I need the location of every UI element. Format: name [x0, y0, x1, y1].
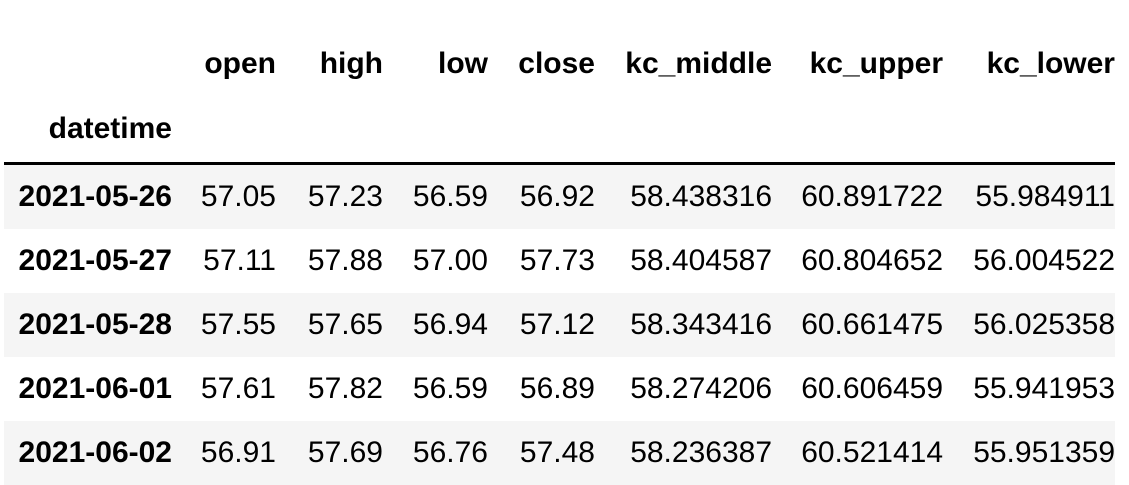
- table-cell: 57.00: [412, 244, 488, 277]
- table-cell: 57.73: [519, 244, 595, 277]
- column-header: kc_lower: [986, 47, 1115, 80]
- table-cell: 60.661475: [801, 308, 943, 341]
- table-cell: 57.11: [203, 244, 276, 277]
- row-index: 2021-05-27: [18, 244, 172, 277]
- empty-header-cell: [383, 96, 488, 164]
- empty-header-cell: [276, 96, 383, 164]
- column-header: high: [319, 47, 383, 80]
- column-header: low: [438, 47, 488, 80]
- empty-header-cell: [943, 96, 1115, 164]
- table-cell: 56.59: [412, 372, 488, 405]
- table-cell: 57.82: [307, 372, 383, 405]
- column-header: kc_upper: [809, 47, 943, 80]
- table-cell: 56.91: [200, 436, 276, 469]
- empty-header-cell: [488, 96, 595, 164]
- table-cell: 56.94: [412, 308, 488, 341]
- table-cell: 57.48: [519, 436, 595, 469]
- table-row: 2021-06-01 57.61 57.82 56.59 56.89 58.27…: [4, 357, 1115, 421]
- table-cell: 58.274206: [630, 372, 772, 405]
- table-cell: 56.89: [519, 372, 595, 405]
- table-cell: 56.76: [412, 436, 488, 469]
- table-cell: 58.236387: [630, 436, 772, 469]
- table-cell: 55.984911: [975, 180, 1115, 213]
- row-index: 2021-05-28: [18, 308, 172, 341]
- index-name-label: datetime: [48, 112, 172, 145]
- row-index: 2021-05-26: [18, 180, 172, 213]
- column-header: close: [518, 47, 595, 80]
- table-cell: 57.65: [307, 308, 383, 341]
- table-cell: 55.951359: [973, 436, 1115, 469]
- empty-header-cell: [772, 96, 943, 164]
- table-row: 2021-05-27 57.11 57.88 57.00 57.73 58.40…: [4, 229, 1115, 293]
- index-name-row: datetime: [4, 96, 1115, 164]
- empty-header-cell: [172, 96, 276, 164]
- table-cell: 57.88: [307, 244, 383, 277]
- table-cell: 56.92: [519, 180, 595, 213]
- column-header: kc_middle: [625, 47, 772, 80]
- column-header: open: [204, 47, 276, 80]
- table-cell: 57.05: [200, 180, 276, 213]
- table-cell: 58.404587: [630, 244, 772, 277]
- table-cell: 56.59: [412, 180, 488, 213]
- table-cell: 56.025358: [973, 308, 1115, 341]
- empty-header-cell: [595, 96, 772, 164]
- table-cell: 57.61: [200, 372, 276, 405]
- table-cell: 56.004522: [973, 244, 1115, 277]
- corner-cell: [4, 32, 172, 96]
- table-row: 2021-05-26 57.05 57.23 56.59 56.92 58.43…: [4, 163, 1115, 229]
- table-cell: 57.12: [519, 308, 595, 341]
- table-row: 2021-06-02 56.91 57.69 56.76 57.48 58.23…: [4, 421, 1115, 485]
- row-index: 2021-06-01: [18, 372, 172, 405]
- table-cell: 55.941953: [973, 372, 1115, 405]
- table-cell: 57.55: [200, 308, 276, 341]
- table-cell: 60.891722: [801, 180, 943, 213]
- table-cell: 60.804652: [801, 244, 943, 277]
- row-index: 2021-06-02: [18, 436, 172, 469]
- table-row: 2021-05-28 57.55 57.65 56.94 57.12 58.34…: [4, 293, 1115, 357]
- table-cell: 60.521414: [801, 436, 943, 469]
- column-header-row: open high low close kc_middle kc_upper k…: [4, 32, 1115, 96]
- table-cell: 57.69: [307, 436, 383, 469]
- table-cell: 58.438316: [630, 180, 772, 213]
- dataframe-table: open high low close kc_middle kc_upper k…: [4, 32, 1115, 485]
- table-cell: 58.343416: [630, 308, 772, 341]
- table-cell: 57.23: [307, 180, 383, 213]
- table-cell: 60.606459: [801, 372, 943, 405]
